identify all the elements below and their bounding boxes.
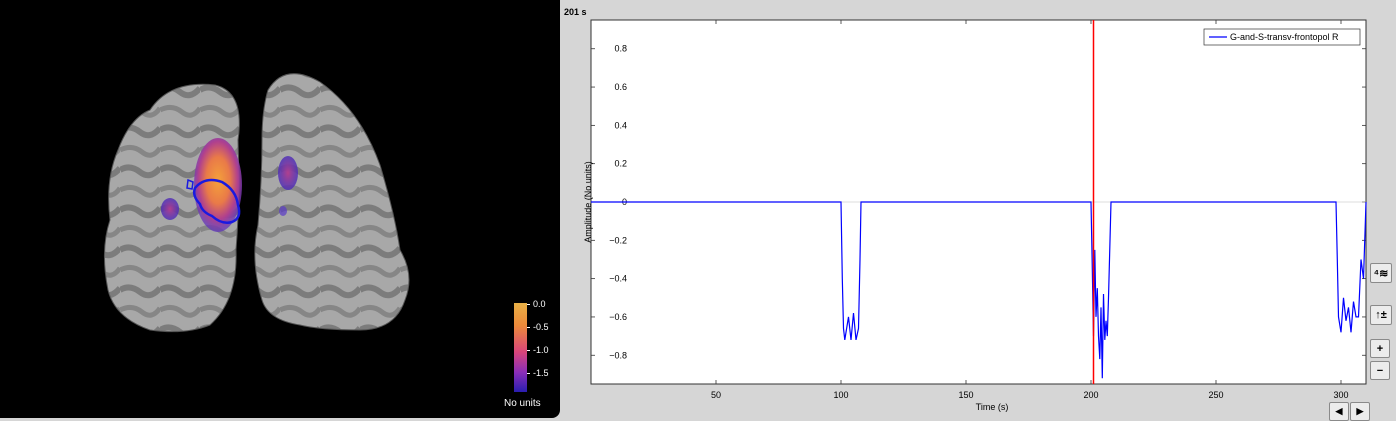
colorbar-tickmark (527, 373, 530, 374)
autoscale-button[interactable]: ↑± (1370, 305, 1392, 325)
scale-toggle-button[interactable]: ⁴≋ (1370, 263, 1392, 283)
scroll-right-button[interactable]: ▶ (1350, 402, 1370, 421)
y-tick-label: −0.2 (609, 235, 627, 245)
right-hemisphere (254, 73, 410, 331)
x-tick-label: 150 (958, 390, 973, 400)
x-axis: 50 100 150 200 250 300 (711, 20, 1349, 400)
activation-blob-small-left (161, 198, 179, 220)
x-tick-label: 300 (1333, 390, 1348, 400)
x-tick-label: 50 (711, 390, 721, 400)
colorbar (514, 303, 527, 392)
legend-box (1203, 28, 1361, 46)
activation-blob-right (278, 156, 298, 190)
y-tick-label: −0.4 (609, 274, 627, 284)
legend-label: G-and-S-transv-frontopol R (1230, 32, 1339, 42)
x-axis-label: Time (s) (976, 402, 1009, 412)
x-tick-label: 100 (833, 390, 848, 400)
y-tick-label: 0.8 (614, 44, 627, 54)
x-tick-label: 250 (1208, 390, 1223, 400)
y-tick-label: 0.6 (614, 82, 627, 92)
zoom-in-button[interactable]: + (1370, 339, 1390, 358)
scroll-left-button[interactable]: ◀ (1329, 402, 1349, 421)
series-line-G-and-S-transv-frontopol-R (591, 201, 1367, 379)
scout-outline-small (186, 178, 194, 190)
colorbar-tick-label: -1.5 (533, 368, 549, 378)
x-tick-label: 200 (1083, 390, 1098, 400)
y-tick-label: 0.2 (614, 159, 627, 169)
colorbar-tick-label: 0.0 (533, 299, 546, 309)
y-tick-label: −0.6 (609, 312, 627, 322)
colorbar-tick-label: -0.5 (533, 322, 549, 332)
current-time-label: 201 s (564, 7, 587, 17)
brain-surface-render[interactable] (0, 0, 560, 418)
activation-blob-right-small (279, 206, 287, 216)
y-tick-label: −0.8 (609, 350, 627, 360)
zoom-out-button[interactable]: − (1370, 361, 1390, 380)
activation-blob-main (194, 138, 242, 232)
time-series-chart[interactable]: −0.8−0.6−0.4−0.200.20.40.60.8 50 100 150 20… (561, 0, 1396, 421)
legend: G-and-S-transv-frontopol R (1203, 28, 1361, 46)
scout-outline (192, 178, 241, 224)
y-tick-label: 0.4 (614, 120, 627, 130)
colorbar-units: No units (504, 398, 541, 409)
colorbar-tickmark (527, 327, 530, 328)
y-axis-label: Amplitude (No units) (583, 161, 593, 243)
colorbar-tick-label: -1.0 (533, 345, 549, 355)
colorbar-tickmark (527, 350, 530, 351)
colorbar-tickmark (527, 304, 530, 305)
brain-view-panel[interactable]: 0.0 -0.5 -1.0 -1.5 No units (0, 0, 560, 418)
